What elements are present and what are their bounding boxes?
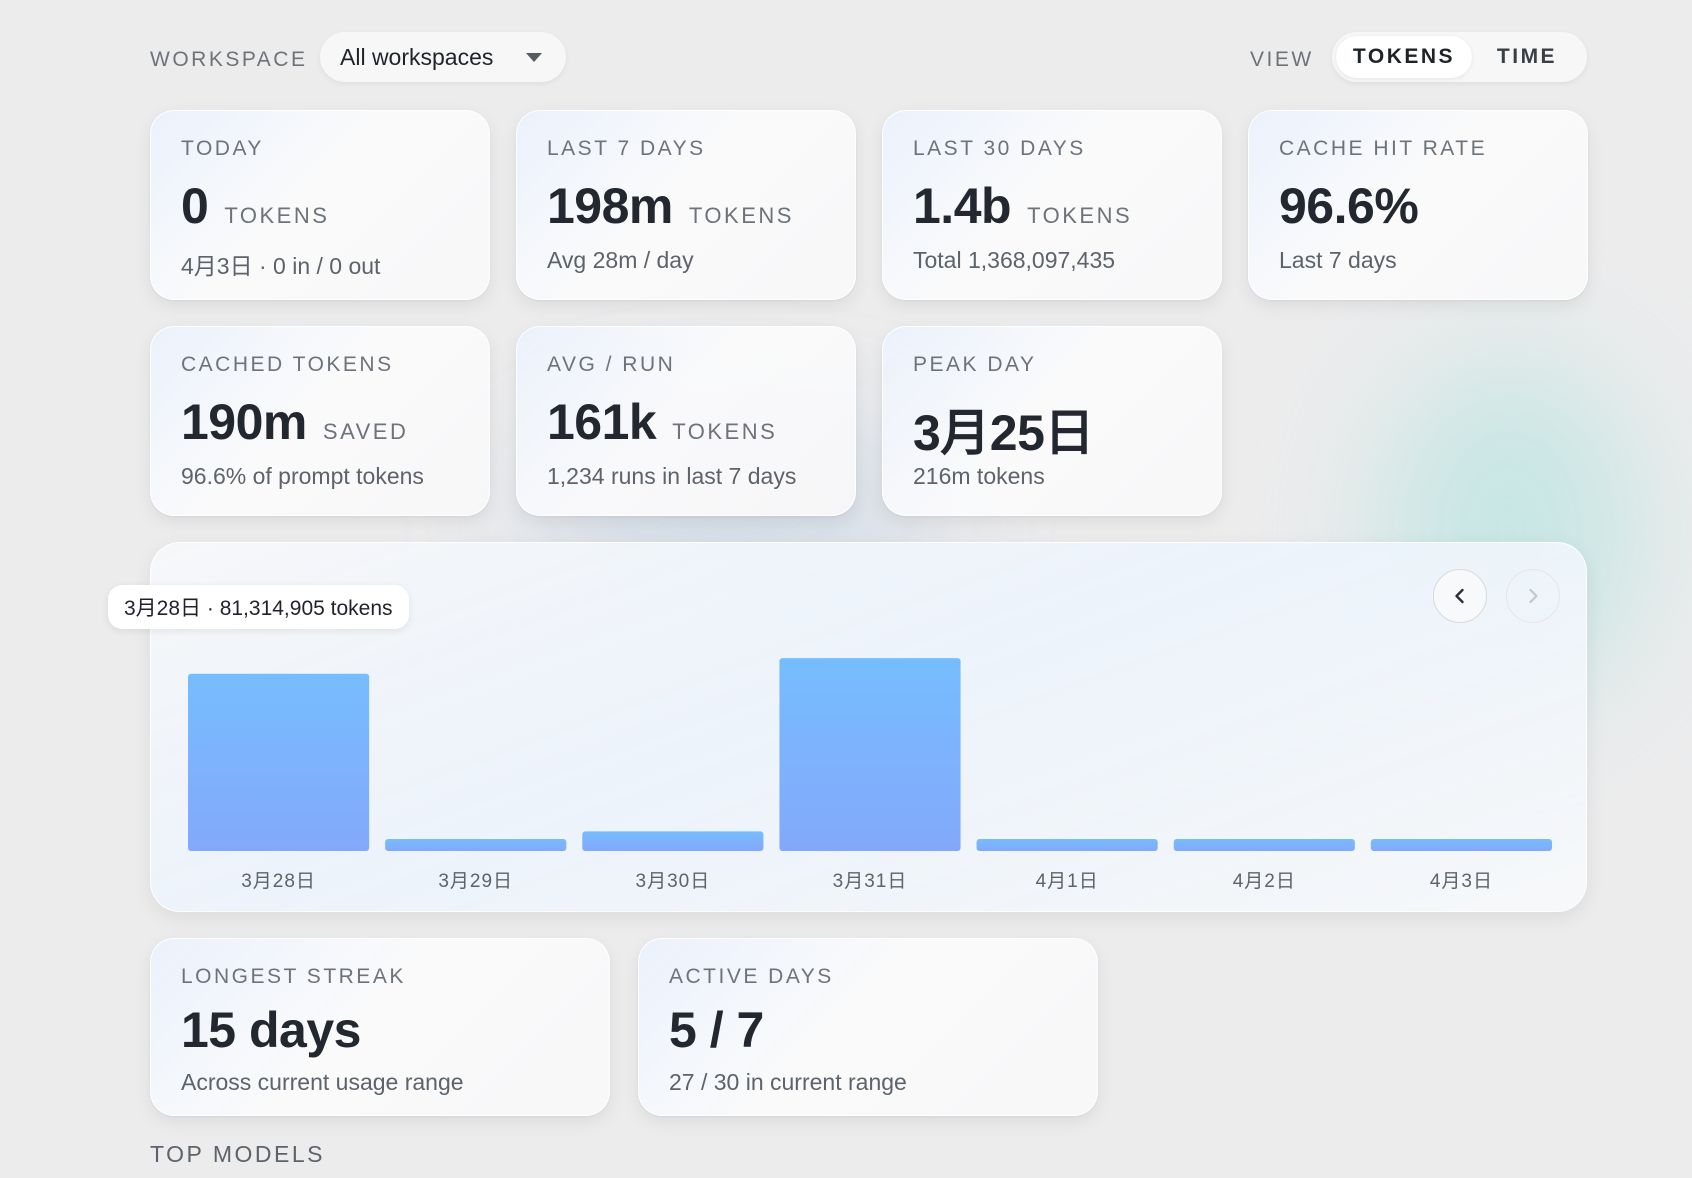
stat-label: TODAY [181,137,264,160]
chart-bar[interactable] [779,658,961,851]
workspace-label: WORKSPACE [150,48,308,71]
stat-subtext: 216m tokens [913,463,1045,489]
view-toggle: TOKENS TIME [1332,32,1587,82]
stat-card-cache-hit-rate: CACHE HIT RATE 96.6% Last 7 days [1248,110,1588,300]
chart-x-tick-label: 4月2日 [1233,871,1296,892]
view-option-tokens[interactable]: TOKENS [1336,36,1472,78]
chart-bar[interactable] [1370,839,1552,851]
caret-down-icon [526,53,542,62]
stat-value: 5 / 7 [669,1002,764,1058]
chart-bar[interactable] [385,839,567,851]
stat-value: 190m [181,394,307,450]
stat-label: CACHE HIT RATE [1279,137,1488,160]
stat-subtext: 27 / 30 in current range [669,1069,907,1095]
stat-label: AVG / RUN [547,353,676,376]
chart-x-tick-label: 4月3日 [1430,871,1493,892]
stat-unit: TOKENS [1027,203,1133,228]
stat-label: LONGEST STREAK [181,965,406,988]
stat-card-longest-streak: LONGEST STREAK 15 days Across current us… [150,938,610,1116]
stat-label: LAST 30 DAYS [913,137,1086,160]
chart-prev-button[interactable] [1433,569,1487,623]
stat-subtext: Avg 28m / day [547,247,694,273]
chart-x-tick-label: 3月28日 [241,871,316,892]
stat-subtext: 96.6% of prompt tokens [181,463,424,489]
chart-x-tick-label: 3月31日 [833,871,908,892]
stat-card-peak-day: PEAK DAY 3月25日 216m tokens [882,326,1222,516]
chart-bar[interactable] [188,673,370,851]
workspace-selected-value: All workspaces [340,43,494,70]
chart-bar[interactable] [1173,839,1355,851]
stat-value: 0 [181,178,209,234]
top-bar: WORKSPACE All workspaces VIEW TOKENS TIM… [150,32,1587,82]
view-label: VIEW [1250,48,1314,71]
chart-x-tick-label: 3月30日 [636,871,711,892]
stat-label: ACTIVE DAYS [669,965,834,988]
chart-x-tick-label: 3月29日 [438,871,513,892]
stat-card-cached-tokens: CACHED TOKENS 190m SAVED 96.6% of prompt… [150,326,490,516]
stat-unit: TOKENS [224,203,330,228]
stat-label: PEAK DAY [913,353,1037,376]
daily-usage-bar-chart: 3月28日 3月29日 3月30日 3月31日 4月1日 4月2日 4月3日 [188,658,1552,892]
stat-subtext: Across current usage range [181,1069,464,1095]
stat-subtext: Last 7 days [1279,247,1397,273]
stat-card-active-days: ACTIVE DAYS 5 / 7 27 / 30 in current ran… [638,938,1098,1116]
stat-card-last-7-days: LAST 7 DAYS 198m TOKENS Avg 28m / day [516,110,856,300]
stat-label: LAST 7 DAYS [547,137,706,160]
stat-label: CACHED TOKENS [181,353,394,376]
stat-value: 161k [547,394,657,450]
stat-unit: TOKENS [672,419,778,444]
stat-card-avg-run: AVG / RUN 161k TOKENS 1,234 runs in last… [516,326,856,516]
stat-value: 96.6% [1279,178,1419,234]
stat-card-today: TODAY 0 TOKENS 4月3日 · 0 in / 0 out [150,110,490,300]
stat-unit: SAVED [322,419,409,444]
stat-card-last-30-days: LAST 30 DAYS 1.4b TOKENS Total 1,368,097… [882,110,1222,300]
stat-value: 3月25日 [913,405,1094,461]
top-models-heading: TOP MODELS [150,1141,325,1167]
workspace-select[interactable]: All workspaces [320,32,566,82]
chart-bar[interactable] [582,831,764,851]
view-option-time[interactable]: TIME [1496,45,1558,68]
stat-value: 198m [547,178,673,234]
stat-subtext: 1,234 runs in last 7 days [547,463,797,489]
chart-x-tick-label: 4月1日 [1036,871,1099,892]
chart-bar[interactable] [976,839,1158,851]
stat-unit: TOKENS [688,203,794,228]
stat-subtext: Total 1,368,097,435 [913,247,1116,273]
stat-value: 1.4b [913,178,1012,234]
chevron-right-icon [1529,588,1538,604]
stat-value: 15 days [181,1002,361,1058]
chart-next-button[interactable] [1506,569,1560,623]
chart-tooltip: 3月28日 · 81,314,905 tokens [108,585,409,629]
stat-subtext: 4月3日 · 0 in / 0 out [181,253,381,279]
chevron-left-icon [1455,588,1464,604]
